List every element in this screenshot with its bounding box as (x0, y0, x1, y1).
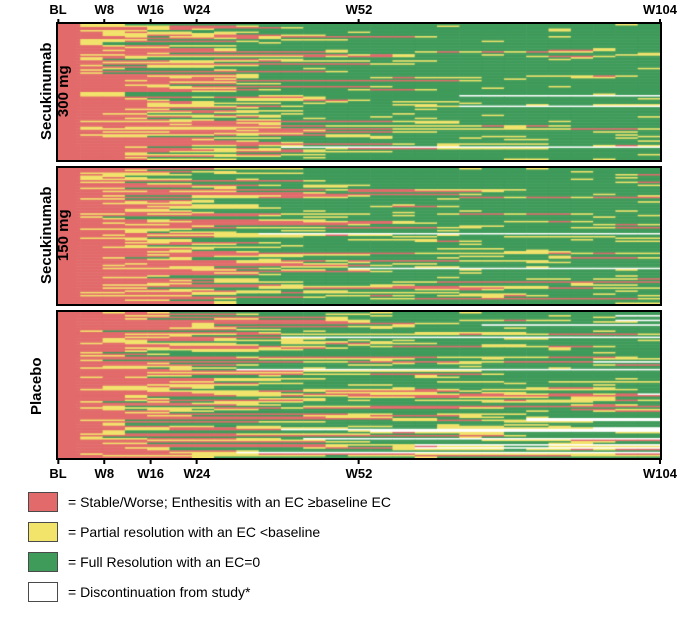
panel-label-line: 300 mg (55, 42, 72, 140)
heatmap-canvas-placebo (58, 312, 660, 458)
legend-swatch (28, 492, 58, 512)
enthesitis-heatmap-figure: BL W8 W16 W24 W52 W104 BL W8 W16 W24 W52 W104 = St… (0, 0, 685, 629)
axis-tick-W8: W8 (95, 466, 115, 481)
legend-text: = Discontinuation from study* (68, 584, 250, 600)
panel-label-line: Placebo (28, 357, 45, 415)
panel-label-line: 150 mg (55, 186, 72, 284)
tick-mark (358, 458, 360, 464)
legend-text: = Full Resolution with an EC=0 (68, 554, 260, 570)
panel-label-sec150: Secukinumab150 mg (38, 186, 72, 284)
axis-tick-W104: W104 (643, 466, 677, 481)
panel-label-sec300: Secukinumab300 mg (38, 42, 72, 140)
legend: = Stable/Worse; Enthesitis with an EC ≥b… (28, 492, 658, 612)
legend-row: = Full Resolution with an EC=0 (28, 552, 658, 572)
axis-tick-W8: W8 (95, 2, 115, 17)
panel-label-placebo: Placebo (28, 357, 45, 415)
tick-mark (150, 458, 152, 464)
panel-label-line: Secukinumab (38, 186, 55, 284)
heatmap-canvas-sec300 (58, 24, 660, 160)
axis-tick-W24: W24 (184, 466, 211, 481)
legend-text: = Stable/Worse; Enthesitis with an EC ≥b… (68, 494, 391, 510)
legend-row: = Partial resolution with an EC <baselin… (28, 522, 658, 542)
tick-mark (103, 458, 105, 464)
legend-row: = Stable/Worse; Enthesitis with an EC ≥b… (28, 492, 658, 512)
legend-text: = Partial resolution with an EC <baselin… (68, 524, 320, 540)
axis-tick-BL: BL (49, 2, 66, 17)
tick-mark (57, 458, 59, 464)
legend-swatch (28, 582, 58, 602)
panels-container (56, 22, 662, 464)
panel-label-line: Secukinumab (38, 42, 55, 140)
panel-placebo (56, 310, 662, 460)
axis-tick-W52: W52 (346, 2, 373, 17)
panel-sec300 (56, 22, 662, 162)
axis-tick-W52: W52 (346, 466, 373, 481)
axis-tick-W16: W16 (137, 466, 164, 481)
tick-mark (659, 458, 661, 464)
tick-mark (196, 458, 198, 464)
axis-tick-W16: W16 (137, 2, 164, 17)
axis-tick-BL: BL (49, 466, 66, 481)
axis-tick-W24: W24 (184, 2, 211, 17)
panel-sec150 (56, 166, 662, 306)
legend-swatch (28, 522, 58, 542)
heatmap-canvas-sec150 (58, 168, 660, 304)
x-axis-top: BLW8W16W24W52W104 (56, 2, 662, 22)
legend-row: = Discontinuation from study* (28, 582, 658, 602)
axis-tick-W104: W104 (643, 2, 677, 17)
legend-swatch (28, 552, 58, 572)
x-axis-bottom: BLW8W16W24W52W104 (56, 466, 662, 486)
